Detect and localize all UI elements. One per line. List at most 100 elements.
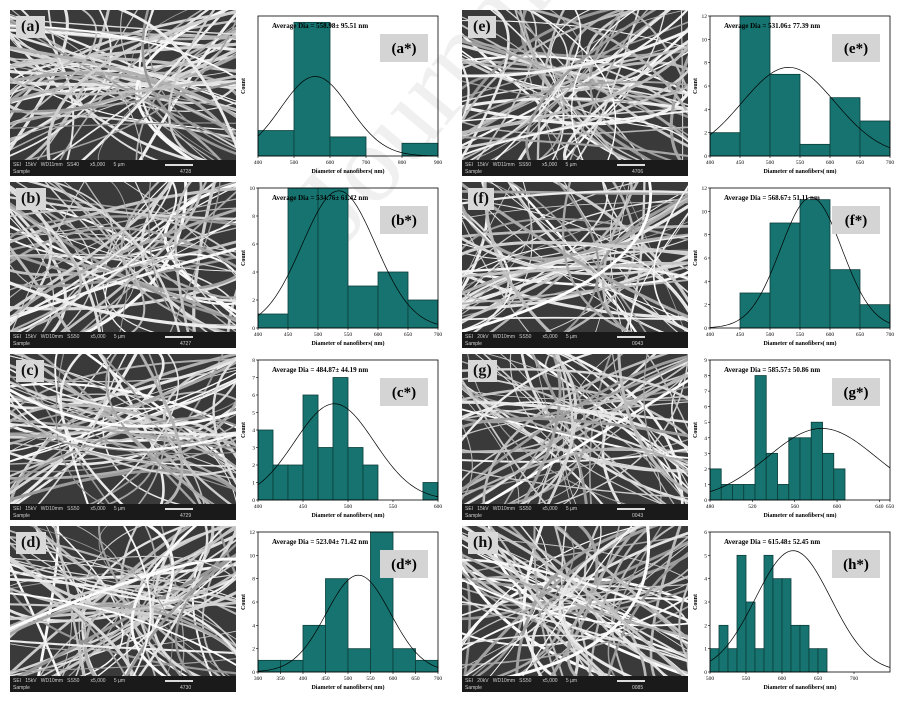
y-tick-label: 4 [252, 623, 255, 629]
average-diameter-annotation: Average Dia = 534.76± 61.42 nm [272, 194, 368, 202]
panel-tag-label: (a*) [392, 41, 417, 57]
x-tick-label: 400 [254, 332, 263, 338]
nanofiber [10, 46, 236, 119]
y-tick-label: 2 [252, 298, 255, 304]
nanofiber [105, 354, 230, 515]
nanofiber [10, 182, 178, 338]
y-tick-label: 7 [252, 376, 255, 382]
x-tick-label: 650 [856, 332, 865, 338]
nanofiber [10, 409, 236, 463]
panel-label: (h) [468, 532, 498, 554]
x-tick-label: 600 [833, 504, 842, 510]
y-tick-label: 4 [704, 436, 707, 442]
x-tick-label: 600 [434, 504, 443, 510]
x-tick-label: 900 [434, 160, 443, 166]
sem-info-text: SEI 20kV WD10mm SS50 x5,000 5 µm [465, 334, 578, 340]
x-axis-title: Diameter of nanofibers( nm) [311, 684, 384, 691]
y-tick-label: 12 [702, 186, 708, 192]
nanofiber [543, 526, 599, 688]
x-tick-label: 500 [766, 160, 775, 166]
nanofiber [462, 197, 688, 261]
nanofiber [212, 357, 236, 486]
nanofiber [10, 281, 236, 330]
sem-sample-text: Sample [465, 513, 482, 519]
sem-info-text: SEI 15kV WD10mm SS50 x5,000 5 µm [13, 506, 126, 512]
nanofiber [462, 10, 624, 161]
scale-bar [165, 164, 193, 166]
nanofiber [10, 187, 103, 344]
nanofiber [462, 373, 688, 482]
y-tick-label: 8 [704, 233, 707, 239]
y-tick-label: 8 [252, 577, 255, 583]
nanofiber [462, 29, 688, 78]
histogram-bar [347, 285, 379, 329]
sem-sample-text: Sample [13, 513, 30, 519]
histogram-bar [727, 648, 738, 673]
y-tick-label: 4 [704, 107, 707, 113]
x-tick-label: 450 [736, 332, 745, 338]
x-tick-label: 640 [875, 504, 884, 510]
sem-image-d: (d) SEI 15kV WD10mm SS50 x5,000 5 µm Sam… [10, 526, 236, 692]
sem-image-number: 4730 [180, 685, 192, 691]
nanofiber [462, 218, 538, 343]
nanofiber [10, 416, 236, 485]
nanofiber [129, 354, 167, 515]
y-tick-label: 6 [704, 256, 707, 262]
nanofiber [59, 354, 134, 516]
histogram-bar [392, 648, 416, 673]
x-tick-label: 500 [314, 332, 323, 338]
normal-fit-curve [709, 196, 891, 328]
nanofiber [462, 279, 688, 305]
nanofiber [653, 185, 688, 333]
nanofiber [515, 526, 633, 687]
nanofiber [64, 354, 224, 515]
nanofiber [557, 354, 688, 511]
y-tick-label: 6 [704, 84, 707, 90]
x-tick-label: 600 [826, 160, 835, 166]
y-tick-label: 6 [704, 530, 707, 536]
histogram-bar [833, 468, 846, 501]
histogram-e: 400 450 500 550 600 650 700 0 2 4 6 8 10 12 Diameter o… [693, 14, 894, 175]
histogram-bar [777, 484, 790, 501]
nanofiber [550, 10, 633, 171]
y-tick-label: 0 [704, 670, 707, 676]
sem-image-number: 4727 [180, 341, 192, 347]
x-axis-title: Diameter of nanofibers( nm) [311, 340, 384, 347]
y-tick-label: 0 [252, 498, 255, 504]
histogram-bar [287, 464, 304, 501]
nanofiber [462, 357, 688, 424]
sem-info-bar: SEI 15kV WD10mm SS50 x5,000 5 µm Sample … [10, 504, 236, 520]
nanofiber [462, 254, 688, 310]
nanofiber [174, 543, 236, 688]
nanofiber [462, 261, 688, 278]
nanofiber [163, 182, 236, 314]
normal-fit-curve [709, 550, 891, 668]
sem-image-a: (a) SEI 15kV WD11mm SS40 x5,000 5 µm Sam… [10, 10, 236, 176]
nanofiber [604, 551, 688, 688]
x-axis-title: Diameter of nanofibers( nm) [763, 340, 836, 347]
nanofiber [462, 447, 688, 498]
nanofiber [462, 189, 688, 195]
y-tick-label: 2 [704, 303, 707, 309]
scale-bar [165, 508, 193, 510]
nanofiber [520, 354, 688, 503]
normal-fit-curve [257, 574, 439, 672]
y-tick-label: 6 [704, 405, 707, 411]
nanofiber [508, 354, 604, 515]
nanofiber [10, 13, 144, 171]
nanofiber [551, 182, 600, 344]
nanofiber [10, 209, 236, 260]
histogram-bar [829, 269, 861, 329]
y-tick-label: 4 [704, 279, 707, 285]
normal-fit-curve [257, 403, 439, 498]
y-tick-label: 5 [252, 411, 255, 417]
nanofiber [10, 578, 236, 655]
nanofiber [46, 10, 236, 172]
histogram-bar [377, 271, 409, 329]
nanofiber [462, 265, 688, 281]
nanofiber-texture [10, 182, 236, 344]
panel-tag-box [380, 550, 428, 578]
sem-sample-text: Sample [465, 685, 482, 691]
x-tick-label: 700 [850, 676, 859, 682]
nanofiber [10, 254, 236, 323]
